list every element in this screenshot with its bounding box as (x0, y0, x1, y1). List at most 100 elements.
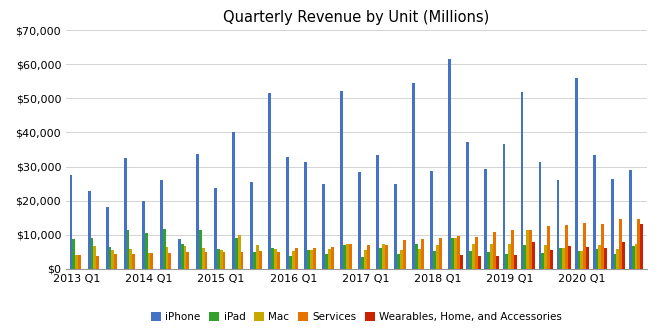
Bar (364, 250, 367, 269)
Bar (415, 244, 418, 269)
Bar (271, 248, 274, 269)
Bar (367, 245, 370, 269)
Bar (460, 255, 463, 269)
Bar (277, 252, 280, 269)
Bar (112, 250, 114, 269)
Bar (544, 245, 547, 269)
Bar (256, 245, 259, 269)
Bar (469, 251, 472, 269)
Bar (150, 253, 153, 269)
Bar (523, 245, 526, 269)
Bar (304, 162, 307, 269)
Bar (214, 188, 216, 269)
Bar (235, 238, 238, 269)
Bar (454, 238, 457, 269)
Bar (295, 248, 298, 269)
Bar (382, 244, 385, 269)
Bar (550, 250, 553, 269)
Bar (292, 251, 295, 269)
Bar (622, 242, 625, 269)
Bar (268, 93, 271, 269)
Bar (187, 252, 189, 269)
Bar (148, 253, 150, 269)
Bar (418, 249, 421, 269)
Bar (601, 224, 605, 269)
Bar (361, 257, 364, 269)
Bar (421, 239, 424, 269)
Bar (75, 255, 79, 269)
Bar (511, 230, 514, 269)
Bar (640, 224, 643, 269)
Bar (493, 232, 496, 269)
Bar (379, 248, 382, 269)
Bar (274, 249, 277, 269)
Bar (547, 226, 550, 269)
Bar (514, 255, 517, 269)
Bar (521, 92, 523, 269)
Bar (451, 238, 454, 269)
Bar (595, 249, 599, 269)
Bar (127, 230, 129, 269)
Bar (565, 225, 568, 269)
Bar (508, 244, 511, 269)
Bar (472, 244, 475, 269)
Bar (502, 143, 506, 269)
Bar (412, 83, 415, 269)
Bar (605, 248, 607, 269)
Bar (529, 230, 532, 269)
Bar (562, 248, 565, 269)
Bar (325, 254, 328, 269)
Bar (484, 169, 487, 269)
Bar (313, 248, 315, 269)
Bar (430, 171, 433, 269)
Bar (178, 239, 181, 269)
Bar (575, 78, 578, 269)
Bar (556, 180, 560, 269)
Bar (160, 180, 162, 269)
Bar (108, 247, 112, 269)
Bar (632, 246, 634, 269)
Bar (232, 131, 235, 269)
Title: Quarterly Revenue by Unit (Millions): Quarterly Revenue by Unit (Millions) (223, 10, 490, 25)
Bar (436, 245, 439, 269)
Bar (467, 142, 469, 269)
Bar (220, 250, 222, 269)
Bar (616, 249, 619, 269)
Bar (94, 246, 96, 269)
Bar (259, 251, 261, 269)
Bar (340, 91, 343, 269)
Bar (496, 256, 499, 269)
Bar (205, 252, 207, 269)
Bar (593, 155, 595, 269)
Bar (526, 230, 529, 269)
Bar (385, 245, 388, 269)
Bar (580, 251, 583, 269)
Bar (634, 244, 638, 269)
Bar (69, 175, 73, 269)
Bar (532, 242, 535, 269)
Bar (343, 245, 346, 269)
Bar (506, 254, 508, 269)
Bar (73, 239, 75, 269)
Bar (133, 254, 135, 269)
Bar (349, 244, 352, 269)
Bar (629, 170, 632, 269)
Bar (475, 238, 478, 269)
Bar (199, 230, 202, 269)
Bar (88, 191, 90, 269)
Bar (307, 250, 310, 269)
Bar (145, 233, 148, 269)
Bar (322, 184, 325, 269)
Bar (478, 256, 481, 269)
Bar (106, 207, 108, 269)
Bar (358, 172, 361, 269)
Bar (397, 254, 400, 269)
Bar (614, 254, 616, 269)
Bar (129, 249, 133, 269)
Bar (568, 246, 571, 269)
Bar (346, 244, 349, 269)
Bar (289, 256, 292, 269)
Bar (196, 154, 199, 269)
Bar (202, 248, 205, 269)
Bar (457, 236, 460, 269)
